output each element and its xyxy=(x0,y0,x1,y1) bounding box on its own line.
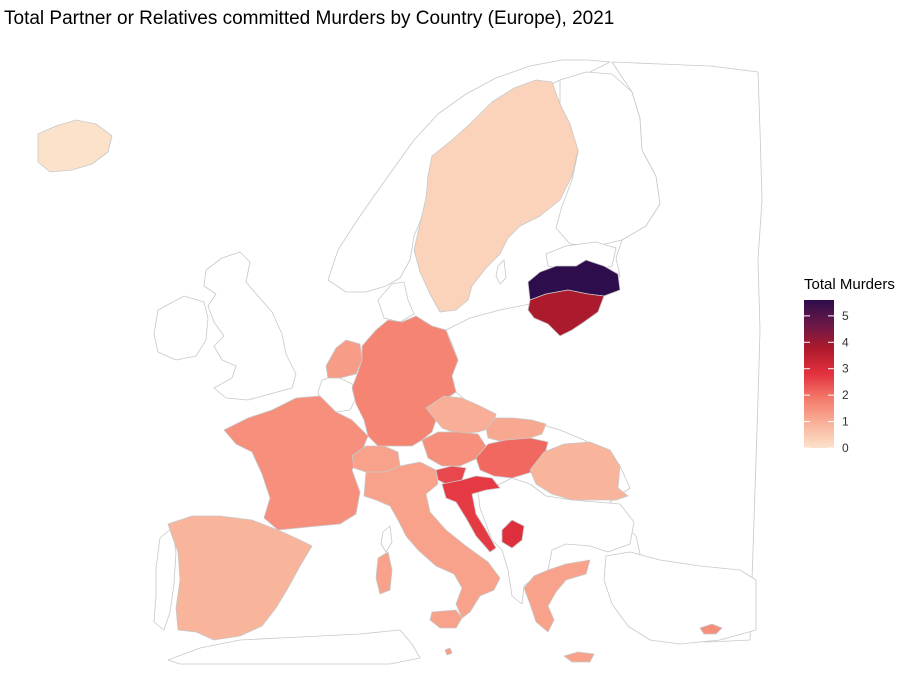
chart-title: Total Partner or Relatives committed Mur… xyxy=(4,8,615,29)
region-greece xyxy=(523,559,591,633)
region-spain xyxy=(167,515,313,641)
region-lithuania xyxy=(527,289,605,337)
region-malta xyxy=(444,647,453,656)
legend-tick-label: 1 xyxy=(842,415,849,429)
denmark-shape xyxy=(377,281,415,323)
legend-tick-label: 3 xyxy=(842,362,849,376)
legend-tick-label: 0 xyxy=(842,441,849,452)
ireland-shape xyxy=(153,295,209,361)
legend-title: Total Murders xyxy=(804,276,895,293)
legend: Total Murders 0 1 2 3 4 5 xyxy=(804,276,895,452)
portugal-shape xyxy=(153,527,177,631)
region-croatia xyxy=(441,475,501,553)
legend-colorbar: 0 1 2 3 4 5 xyxy=(804,300,849,452)
region-austria xyxy=(421,431,487,467)
region-slovakia xyxy=(485,417,547,443)
region-sweden xyxy=(413,79,579,313)
region-romania xyxy=(529,441,629,501)
turkey-shape xyxy=(603,551,757,645)
region-sardinia xyxy=(375,551,393,595)
balkans-shape xyxy=(477,477,635,605)
region-montenegro xyxy=(501,519,525,549)
eastern-europe-shape xyxy=(445,61,763,643)
region-sicily xyxy=(429,609,463,629)
legend-tick-label: 5 xyxy=(842,309,849,323)
region-france xyxy=(223,395,369,531)
north-africa-shape xyxy=(167,629,421,665)
corsica-shape xyxy=(380,525,393,553)
uk-shape xyxy=(203,251,297,401)
gotland-shape xyxy=(495,259,507,285)
legend-tick-label: 4 xyxy=(842,335,849,349)
legend-tick-label: 2 xyxy=(842,388,849,402)
region-cyprus xyxy=(699,623,723,635)
region-crete xyxy=(563,651,595,663)
legend-gradient-bar xyxy=(804,300,834,448)
region-iceland xyxy=(37,119,113,173)
region-netherlands xyxy=(325,339,363,379)
